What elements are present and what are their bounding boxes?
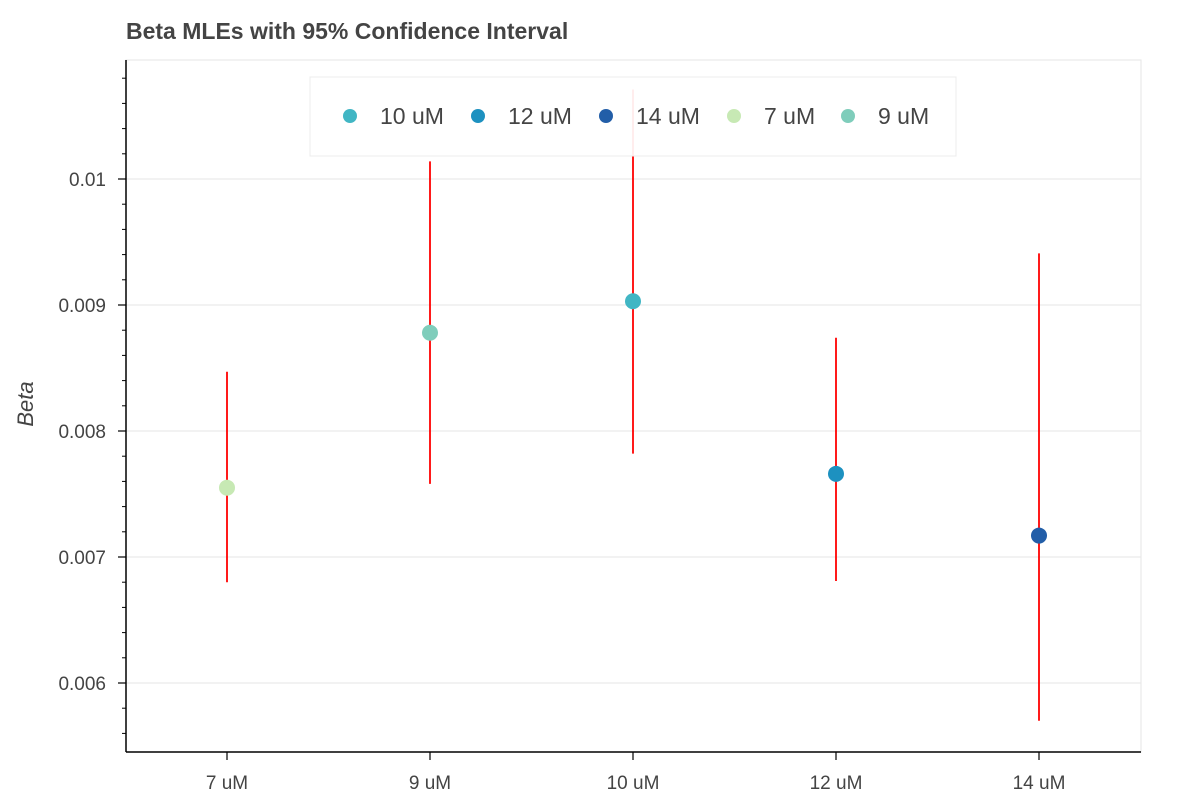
data-point[interactable]: [828, 465, 844, 482]
chart-title: Beta MLEs with 95% Confidence Interval: [126, 18, 569, 44]
x-tick-label: 9 uM: [409, 773, 451, 794]
y-tick-label: 0.008: [58, 422, 106, 443]
data-point[interactable]: [625, 293, 641, 310]
data-point[interactable]: [422, 324, 438, 341]
legend-label: 7 uM: [764, 103, 815, 129]
x-tick-label: 12 uM: [810, 773, 863, 794]
x-tick-label: 7 uM: [206, 773, 248, 794]
legend-marker: [599, 109, 613, 123]
y-tick-label: 0.009: [58, 296, 106, 317]
legend-label: 14 uM: [636, 103, 700, 129]
legend-label: 10 uM: [380, 103, 444, 129]
legend-marker: [471, 109, 485, 123]
y-axis-label: Beta: [13, 381, 38, 426]
legend-marker: [727, 109, 741, 123]
data-point[interactable]: [1031, 527, 1047, 544]
legend-label: 12 uM: [508, 103, 572, 129]
legend-label: 9 uM: [878, 103, 929, 129]
legend-marker: [841, 109, 855, 123]
data-point[interactable]: [219, 479, 235, 496]
legend-marker: [343, 109, 357, 123]
y-tick-label: 0.007: [58, 548, 106, 569]
x-tick-label: 14 uM: [1013, 773, 1066, 794]
x-tick-label: 10 uM: [607, 773, 660, 794]
y-tick-label: 0.006: [58, 674, 106, 695]
y-tick-label: 0.01: [69, 170, 106, 191]
